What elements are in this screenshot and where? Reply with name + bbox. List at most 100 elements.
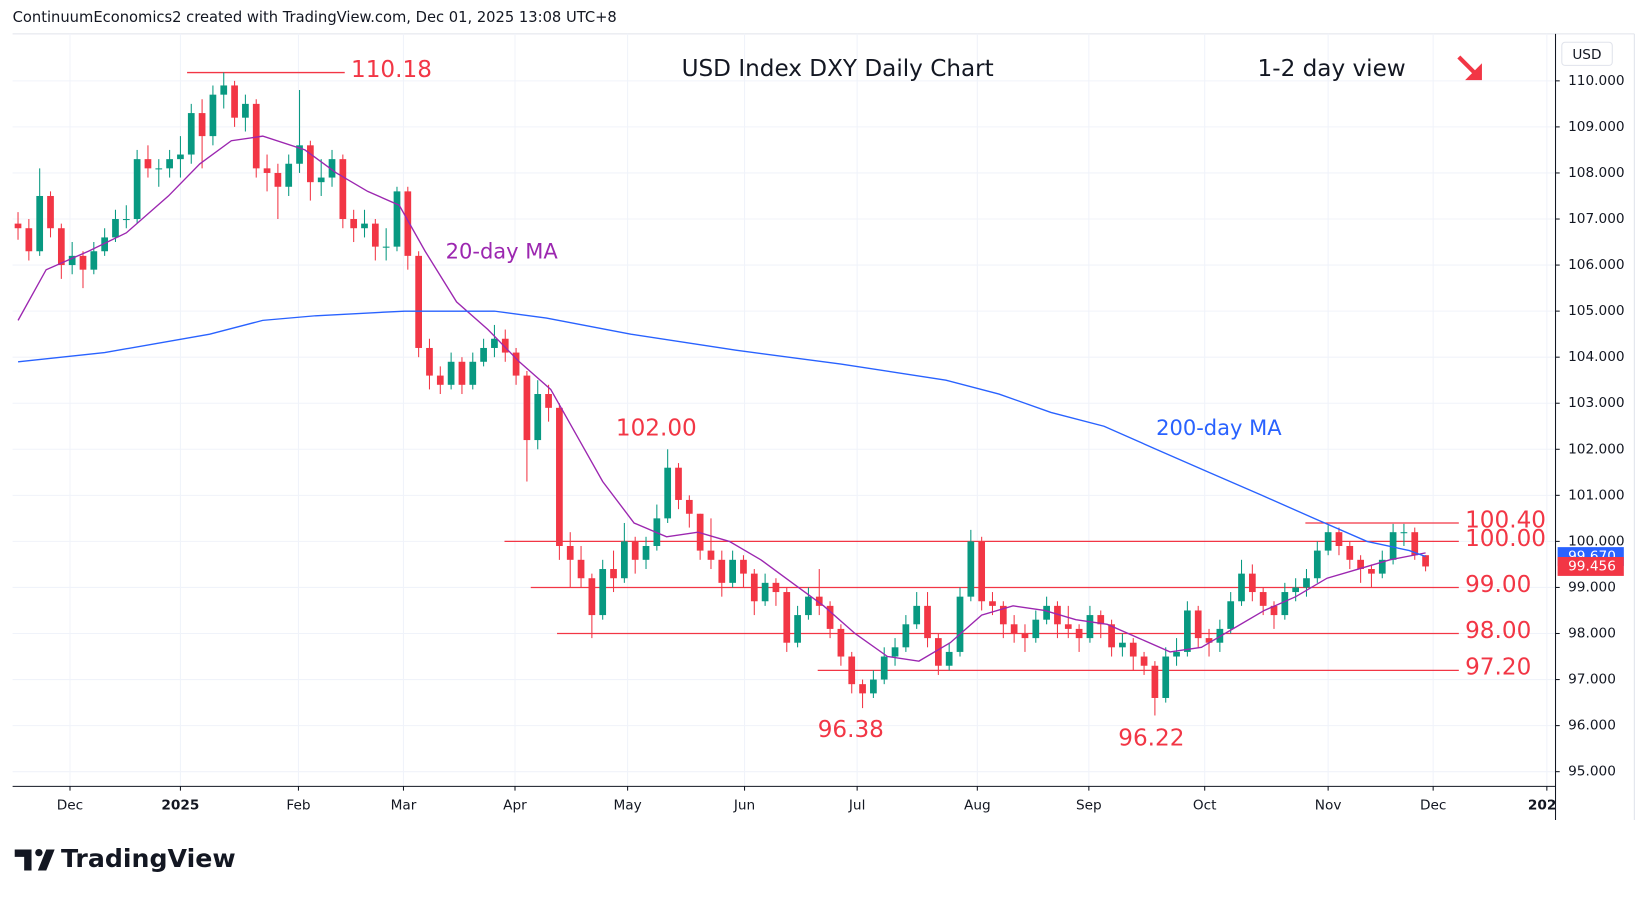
y-tick-label: 109.000 [1568, 119, 1624, 135]
y-tick-label: 110.000 [1568, 73, 1624, 89]
credit: ContinuumEconomics2 created with Trading… [13, 9, 617, 26]
candle-body [263, 168, 271, 173]
candle-body [761, 582, 769, 602]
candle-body [826, 605, 834, 629]
candle-body [1010, 624, 1018, 634]
y-tick-label: 95.000 [1568, 764, 1616, 780]
candle-body [339, 159, 347, 220]
candle-body [25, 228, 33, 252]
brand-logo: TradingView [14, 844, 236, 873]
candle-body [1075, 628, 1083, 639]
brand-name: TradingView [61, 844, 236, 873]
candle-body [220, 85, 228, 95]
candle-body [934, 638, 942, 666]
level-label: 98.00 [1465, 618, 1531, 644]
candle-body [545, 394, 552, 408]
candle-body [967, 541, 975, 597]
candle-body [1238, 573, 1245, 602]
ma-label: 200-day MA [1156, 415, 1282, 440]
candle-body [1248, 573, 1256, 593]
candle-body [480, 347, 487, 362]
candle-body [1270, 605, 1278, 616]
y-tick-label: 96.000 [1568, 718, 1616, 734]
candle-body [1227, 601, 1235, 629]
candle-body [902, 624, 910, 648]
x-tick-label: Aug [964, 797, 991, 813]
candle-body [1119, 642, 1126, 648]
candle-body [47, 195, 54, 229]
candle-body [426, 347, 433, 376]
y-tick-label: 105.000 [1568, 303, 1624, 319]
candle-body [1324, 532, 1332, 551]
candle-body [1422, 555, 1429, 567]
candle-body [501, 338, 509, 353]
candle-body [610, 569, 617, 579]
candle-body [101, 237, 109, 252]
y-tick-label: 98.000 [1568, 626, 1616, 642]
candle-body [328, 159, 336, 178]
candle-body [664, 467, 672, 519]
candle-body [1368, 569, 1375, 574]
candle-body [1129, 642, 1137, 657]
candle-body [1032, 619, 1040, 639]
candle-body [274, 172, 282, 187]
candle-body [209, 94, 217, 137]
x-tick-label: 2025 [161, 797, 199, 813]
price-annotation: 96.22 [1118, 726, 1184, 752]
candle-body [588, 578, 596, 616]
candle-body [880, 656, 888, 680]
candle-body [79, 255, 87, 270]
candle-body [621, 541, 628, 579]
price-annotation: 102.00 [616, 416, 697, 442]
candle-body [285, 163, 293, 187]
candle-body [144, 159, 152, 169]
x-tick-label: Dec [57, 797, 83, 813]
candle-body [837, 628, 845, 657]
candle-body [729, 559, 736, 583]
candle-body [361, 223, 368, 229]
subtitle: 1-2 day view [1258, 56, 1406, 82]
candle-body [1281, 592, 1289, 616]
ma-line [18, 310, 1426, 558]
x-tick-label: Oct [1193, 797, 1217, 813]
candle-body [1162, 656, 1170, 698]
candle-body [1184, 610, 1191, 652]
candle-body [187, 113, 195, 155]
candle-body [469, 361, 477, 385]
candle-body [750, 573, 758, 602]
candle-body [805, 596, 812, 616]
candle-body [122, 219, 130, 221]
currency-box [1561, 41, 1613, 66]
candle-body [870, 679, 877, 694]
candle-body [707, 550, 715, 560]
candle-body [1303, 578, 1310, 588]
candle-body [252, 103, 260, 169]
candle-body [133, 159, 141, 220]
candle-body [566, 545, 574, 560]
candle-body [631, 541, 639, 560]
candle-body [913, 605, 921, 625]
candle-body [14, 223, 22, 229]
level-label: 110.18 [351, 57, 432, 83]
ma-line [17, 135, 1426, 662]
candle-body [436, 375, 444, 385]
x-tick-label: May [613, 797, 641, 813]
candle-body [491, 338, 498, 348]
candle-body [675, 467, 682, 500]
candle-body [512, 352, 520, 376]
candle-body [956, 596, 964, 652]
plot-area [14, 71, 1459, 716]
candle-body [1389, 532, 1397, 560]
x-axis: Dec 2025 Feb Mar Apr May Jun Jul Aug Sep Oct Nov Dec… [57, 786, 1556, 813]
y-tick-label: 103.000 [1568, 395, 1624, 411]
x-tick-label: Jul [848, 797, 865, 813]
candle-body [1086, 615, 1094, 639]
candle-body [794, 615, 801, 643]
level-label: 100.00 [1465, 526, 1546, 552]
last-price-label: 99.456 [1568, 558, 1616, 574]
candle-body [1346, 545, 1354, 560]
candle-body [1043, 605, 1050, 620]
candle-body [1097, 615, 1105, 625]
y-tick-label: 106.000 [1568, 257, 1624, 273]
candle-body [1400, 532, 1408, 534]
